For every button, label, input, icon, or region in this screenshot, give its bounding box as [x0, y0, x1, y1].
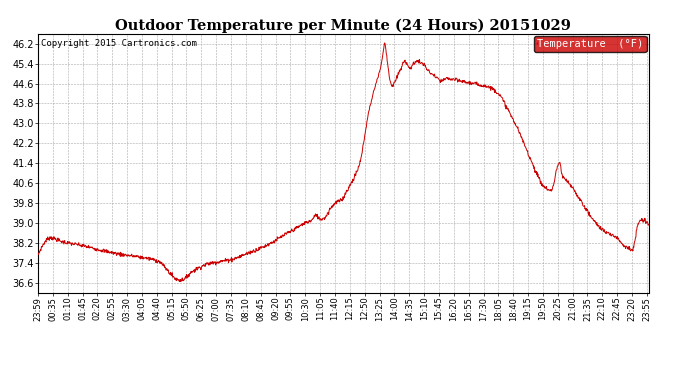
Legend: Temperature  (°F): Temperature (°F)	[534, 36, 647, 52]
Title: Outdoor Temperature per Minute (24 Hours) 20151029: Outdoor Temperature per Minute (24 Hours…	[115, 18, 571, 33]
Text: Copyright 2015 Cartronics.com: Copyright 2015 Cartronics.com	[41, 39, 197, 48]
